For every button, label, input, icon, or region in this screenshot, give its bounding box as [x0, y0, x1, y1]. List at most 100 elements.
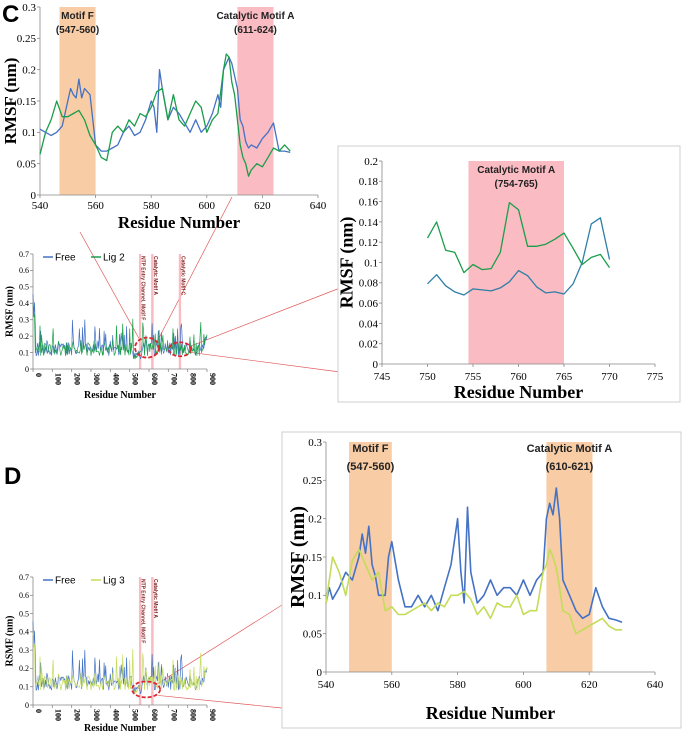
y-tick-label: 0.08: [359, 278, 379, 290]
x-tick-label: 560: [384, 679, 401, 691]
zoom-connector-line: [156, 196, 233, 342]
x-tick-label: 700: [169, 709, 178, 721]
x-tick-label: 200: [73, 373, 82, 385]
y-tick-label: 0: [373, 359, 379, 371]
y-tick-label: 0.1: [364, 257, 378, 269]
zoom-region-ellipse: [134, 336, 160, 359]
y-axis-label: RMSF (nm): [336, 217, 357, 309]
highlight-band: [546, 442, 593, 672]
x-tick-label: 100: [53, 373, 62, 385]
x-tick-label: 745: [374, 371, 391, 383]
highlight-band: [151, 577, 154, 705]
x-axis-label: Residue Number: [84, 723, 157, 731]
highlight-band: [59, 7, 96, 195]
band-label: Motif F: [61, 11, 94, 22]
x-tick-label: 600: [150, 373, 159, 385]
x-tick-label: 0: [34, 709, 43, 713]
x-tick-label: 400: [111, 709, 120, 721]
x-tick-label: 500: [131, 709, 140, 721]
y-axis-label: RMSF (nm): [287, 506, 309, 608]
highlight-band: [138, 254, 142, 369]
band-range-label: (754-765): [495, 179, 538, 190]
series-line-lig-3: [325, 548, 623, 635]
y-tick-label: 0.06: [359, 298, 379, 310]
zoom-region-ellipse: [168, 341, 192, 358]
zoom-region-ellipse: [131, 680, 162, 699]
highlight-band: [151, 254, 154, 369]
y-tick-label: 0: [31, 190, 37, 202]
x-tick-label: 755: [465, 371, 482, 383]
panel-label-c: C: [2, 1, 19, 28]
x-tick-label: 800: [189, 709, 198, 721]
y-axis-label: RSMF (nm): [5, 615, 16, 666]
y-tick-label: 0.12: [359, 237, 378, 249]
y-tick-label: 0.18: [359, 176, 379, 188]
x-tick-label: 300: [92, 709, 101, 721]
zoom-connector-line: [189, 351, 341, 373]
chart-C-overview: NTP Entry Channel, Motif F Catalytic Moti…: [5, 250, 218, 401]
band-label: Catalytic Motif A: [216, 11, 294, 22]
y-tick-label: 0.3: [19, 646, 29, 655]
highlight-band: [349, 442, 392, 672]
y-axis-label: RMSF (nm): [1, 58, 20, 145]
band-range-label: (610-621): [546, 461, 594, 473]
y-tick-label: 0.25: [17, 33, 37, 45]
series-line-lig-2: [426, 201, 611, 274]
panel-label-d: D: [4, 463, 21, 490]
x-tick-label: 200: [73, 709, 82, 721]
x-tick-label: 775: [647, 371, 664, 383]
zoom-connector-line: [79, 231, 140, 339]
x-tick-label: 600: [515, 679, 532, 691]
x-tick-label: 800: [189, 373, 198, 385]
y-tick-label: 0.3: [19, 316, 29, 325]
y-tick-label: 0.02: [359, 339, 378, 351]
band-annotation: Catalytic Motif A: [152, 256, 158, 295]
band-range-label: (547-560): [347, 461, 395, 473]
y-tick-label: 0.1: [19, 683, 29, 692]
zoom-connectors: [79, 196, 341, 709]
y-tick-label: 0.16: [359, 196, 379, 208]
zoom-connector-line: [189, 287, 341, 347]
x-tick-label: 600: [199, 200, 216, 212]
chart-C-main: Motif F (547-560) Catalytic Motif A (611-62…: [1, 2, 327, 232]
band-annotation: Catalytic Motif C: [179, 256, 185, 296]
zoom-connector-line: [157, 604, 283, 684]
y-tick-label: 0.6: [19, 266, 29, 275]
y-tick-label: 0: [317, 667, 323, 679]
highlight-band: [138, 577, 142, 705]
chart-D-main: Motif F (547-560) Catalytic Motif A (610-62…: [281, 431, 682, 729]
y-tick-label: 0.1: [22, 127, 36, 139]
highlight-band: [237, 7, 274, 195]
series-line-lig-2: [39, 53, 291, 177]
x-tick-label: 100: [53, 709, 62, 721]
band-annotation: NTP Entry Channel, Motif F: [140, 256, 146, 320]
x-tick-label: 400: [111, 373, 120, 385]
y-tick-label: 0.7: [19, 250, 29, 259]
x-tick-label: 540: [32, 200, 49, 212]
legend-label: Lig 3: [103, 576, 125, 587]
x-tick-label: 580: [449, 679, 466, 691]
band-annotation: NTP Entry Channel, Motif F: [140, 579, 146, 643]
y-tick-label: 0.2: [22, 65, 36, 77]
x-tick-label: 750: [419, 371, 436, 383]
x-tick-label: 640: [310, 200, 327, 212]
x-axis-label: Residue Number: [118, 213, 241, 232]
x-tick-label: 300: [92, 373, 101, 385]
y-tick-label: 0.3: [308, 437, 322, 449]
highlight-band: [178, 254, 182, 369]
y-tick-label: 0.2: [19, 664, 29, 673]
y-tick-label: 0.2: [364, 156, 378, 168]
legend-label: Free: [55, 576, 76, 587]
x-tick-label: 580: [143, 200, 160, 212]
y-tick-label: 0.5: [19, 283, 29, 292]
band-range-label: (611-624): [234, 25, 277, 36]
x-tick-label: 765: [556, 371, 573, 383]
y-tick-label: 0.3: [22, 2, 36, 14]
x-tick-label: 700: [169, 373, 178, 385]
x-tick-label: 620: [254, 200, 271, 212]
y-tick-label: 0.25: [303, 475, 323, 487]
band-label: Catalytic Motif A: [477, 165, 555, 176]
x-tick-label: 900: [208, 709, 217, 721]
y-tick-label: 0.05: [17, 159, 37, 171]
